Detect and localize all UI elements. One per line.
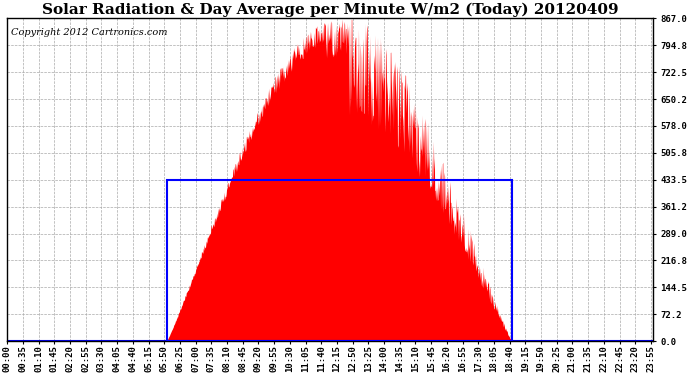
Text: Copyright 2012 Cartronics.com: Copyright 2012 Cartronics.com <box>10 28 167 37</box>
Bar <box>166 180 512 341</box>
Title: Solar Radiation & Day Average per Minute W/m2 (Today) 20120409: Solar Radiation & Day Average per Minute… <box>41 3 618 17</box>
